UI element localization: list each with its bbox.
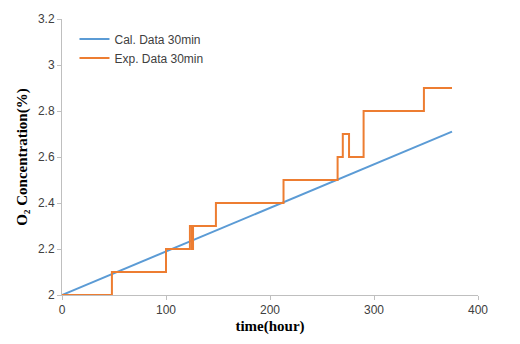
svg-text:2.6: 2.6 xyxy=(38,150,55,164)
svg-text:0: 0 xyxy=(59,303,66,317)
svg-text:200: 200 xyxy=(260,303,280,317)
svg-text:time(hour): time(hour) xyxy=(235,318,304,335)
svg-text:Cal. Data 30min: Cal. Data 30min xyxy=(114,33,200,47)
svg-text:2.4: 2.4 xyxy=(38,196,55,210)
svg-text:100: 100 xyxy=(156,303,176,317)
svg-text:2.2: 2.2 xyxy=(38,242,55,256)
svg-text:3.2: 3.2 xyxy=(38,12,55,26)
svg-text:O₂ Concentration(%): O₂ Concentration(%) xyxy=(14,88,31,225)
svg-text:Exp. Data 30min: Exp. Data 30min xyxy=(114,52,203,66)
svg-text:2: 2 xyxy=(48,288,55,302)
svg-text:400: 400 xyxy=(468,303,488,317)
svg-text:300: 300 xyxy=(364,303,384,317)
svg-text:3: 3 xyxy=(48,58,55,72)
svg-text:2.8: 2.8 xyxy=(38,104,55,118)
